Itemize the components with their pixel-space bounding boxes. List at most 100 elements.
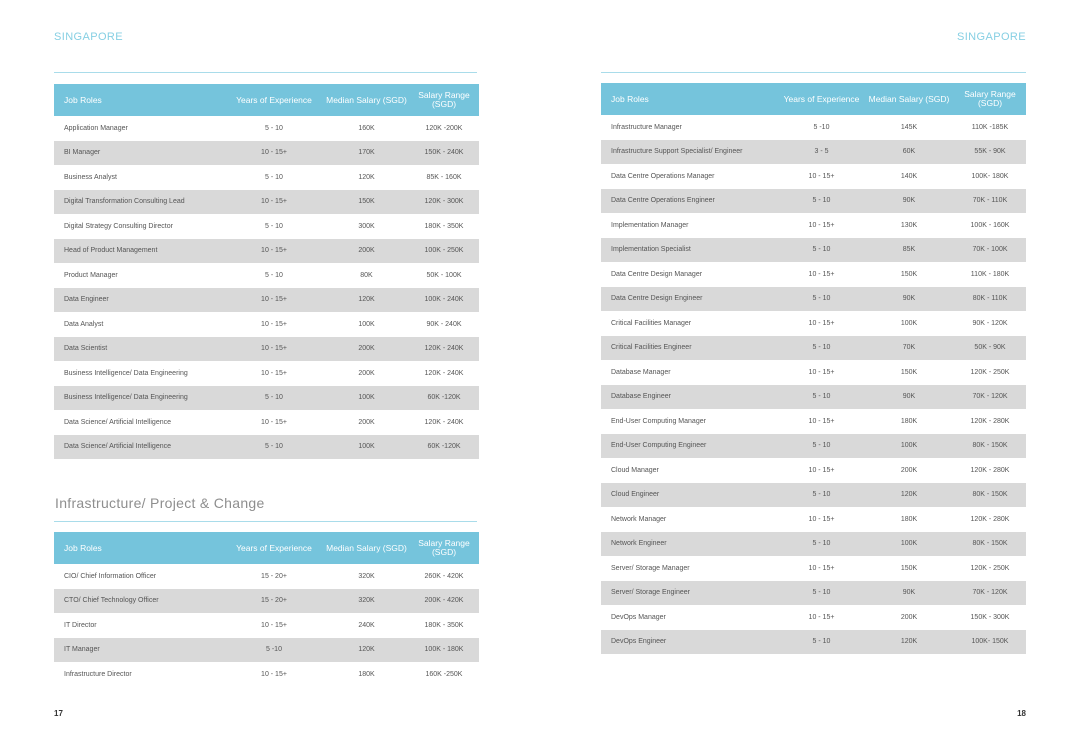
- job-role-cell: Database Engineer: [611, 393, 671, 401]
- job-role-cell: Data Centre Operations Engineer: [611, 197, 715, 205]
- col-header-median: Median Salary (SGD): [326, 542, 407, 553]
- job-role-cell: Server/ Storage Engineer: [611, 589, 690, 597]
- median-salary-cell: 140K: [900, 172, 918, 180]
- job-role-cell: Cloud Engineer: [611, 491, 660, 499]
- it-roles-table: Job Roles Years of Experience Median Sal…: [54, 84, 479, 459]
- salary-range-cell: 150K - 300K: [970, 613, 1010, 621]
- table-row: Business Analyst 5 - 10 120K 85K - 160K: [54, 165, 479, 190]
- salary-range-cell: 100K - 160K: [970, 221, 1010, 229]
- job-role-cell: Product Manager: [64, 271, 118, 279]
- salary-range-cell: 160K -250K: [425, 670, 463, 678]
- median-salary-cell: 160K: [358, 124, 375, 132]
- table-row: Critical Facilities Manager 10 - 15+ 100K 9…: [601, 311, 1026, 336]
- median-salary-cell: 300K: [358, 222, 375, 230]
- salary-range-cell: 180K - 350K: [424, 222, 464, 230]
- salary-range-cell: 120K -200K: [425, 124, 463, 132]
- years-cell: 10 - 15+: [808, 564, 835, 572]
- salary-range-cell: 120K - 250K: [970, 368, 1010, 376]
- median-salary-cell: 145K: [900, 123, 918, 131]
- table-row: Data Centre Operations Manager 10 - 15+ 14…: [601, 164, 1026, 189]
- table-row: End-User Computing Manager 10 - 15+ 180K 12…: [601, 409, 1026, 434]
- median-salary-cell: 100K: [358, 394, 375, 402]
- table-row: Data Analyst 10 - 15+ 100K 90K - 240K: [54, 312, 479, 337]
- table-header: Job Roles Years of Experience Median Sal…: [54, 532, 479, 564]
- job-role-cell: IT Director: [64, 621, 97, 629]
- salary-range-cell: 200K - 420K: [424, 597, 464, 605]
- years-cell: 5 - 10: [265, 173, 283, 181]
- job-role-cell: CIO/ Chief Information Officer: [64, 572, 157, 580]
- job-role-cell: Infrastructure Support Specialist/ Engin…: [611, 148, 743, 156]
- col-header-years: Years of Experience: [783, 93, 860, 104]
- job-role-cell: Data Science/ Artificial Intelligence: [64, 443, 171, 451]
- table-row: CTO/ Chief Technology Officer 15 - 20+ 320…: [54, 588, 479, 613]
- salary-range-cell: 100K - 180K: [424, 646, 464, 654]
- salary-range-cell: 90K - 240K: [426, 320, 462, 328]
- table-row: Database Manager 10 - 15+ 150K 120K - 250K: [601, 360, 1026, 385]
- page-number: 17: [54, 709, 63, 718]
- salary-range-cell: 260K - 420K: [424, 572, 464, 580]
- salary-range-cell: 120K - 240K: [424, 345, 464, 353]
- median-salary-cell: 200K: [358, 418, 375, 426]
- job-role-cell: Database Manager: [611, 368, 671, 376]
- years-cell: 10 - 15+: [261, 320, 287, 328]
- table-body: Infrastructure Manager 5 -10 145K 110K -185…: [601, 115, 1026, 654]
- table-row: Data Engineer 10 - 15+ 120K 100K - 240K: [54, 287, 479, 312]
- years-cell: 15 - 20+: [261, 572, 287, 580]
- median-salary-cell: 120K: [900, 491, 918, 499]
- median-salary-cell: 200K: [900, 466, 918, 474]
- salary-range-cell: 110K -185K: [971, 123, 1009, 131]
- salary-range-cell: 120K - 300K: [424, 198, 464, 206]
- table-row: Digital Transformation Consulting Lead 10…: [54, 189, 479, 214]
- job-role-cell: Network Engineer: [611, 540, 667, 548]
- table-row: CIO/ Chief Information Officer 15 - 20+ 32…: [54, 564, 479, 589]
- table-row: DevOps Manager 10 - 15+ 200K 150K - 300K: [601, 605, 1026, 630]
- table-row: Data Centre Design Manager 10 - 15+ 150K 11…: [601, 262, 1026, 287]
- years-cell: 10 - 15+: [808, 417, 835, 425]
- years-cell: 5 - 10: [265, 394, 283, 402]
- table-header: Job Roles Years of Experience Median Sal…: [601, 83, 1026, 115]
- job-role-cell: Implementation Specialist: [611, 246, 691, 254]
- table-row: Digital Strategy Consulting Director 5 - …: [54, 214, 479, 239]
- salary-range-cell: 55K - 90K: [974, 148, 1006, 156]
- years-cell: 5 - 10: [812, 540, 831, 548]
- years-cell: 10 - 15+: [261, 247, 287, 255]
- salary-range-cell: 100K- 180K: [971, 172, 1009, 180]
- years-cell: 10 - 15+: [261, 369, 287, 377]
- years-cell: 10 - 15+: [808, 613, 835, 621]
- median-salary-cell: 100K: [358, 443, 375, 451]
- years-cell: 5 - 10: [812, 491, 831, 499]
- table-row: Network Manager 10 - 15+ 180K 120K - 280K: [601, 507, 1026, 532]
- median-salary-cell: 150K: [900, 368, 918, 376]
- years-cell: 5 - 10: [812, 638, 831, 646]
- years-cell: 5 - 10: [812, 442, 831, 450]
- job-role-cell: Critical Facilities Engineer: [611, 344, 692, 352]
- table-row: Network Engineer 5 - 10 100K 80K - 150K: [601, 531, 1026, 556]
- col-header-years: Years of Experience: [236, 542, 312, 553]
- median-salary-cell: 120K: [358, 296, 375, 304]
- infrastructure-table: Job Roles Years of Experience Median Sal…: [54, 532, 479, 687]
- median-salary-cell: 120K: [900, 638, 918, 646]
- job-role-cell: Data Centre Operations Manager: [611, 172, 715, 180]
- salary-range-cell: 70K - 100K: [972, 246, 1008, 254]
- median-salary-cell: 100K: [900, 442, 918, 450]
- salary-range-cell: 120K - 250K: [970, 564, 1010, 572]
- table-row: Implementation Manager 10 - 15+ 130K 100K -…: [601, 213, 1026, 238]
- page-18: SINGAPORE Job Roles Years of Experience …: [540, 0, 1080, 732]
- col-header-job-roles: Job Roles: [64, 542, 102, 553]
- table-row: DevOps Engineer 5 - 10 120K 100K- 150K: [601, 629, 1026, 654]
- years-cell: 5 - 10: [812, 344, 831, 352]
- median-salary-cell: 200K: [358, 369, 375, 377]
- job-role-cell: IT Manager: [64, 646, 100, 654]
- col-header-median: Median Salary (SGD): [326, 94, 407, 105]
- median-salary-cell: 120K: [358, 646, 375, 654]
- years-cell: 10 - 15+: [808, 319, 835, 327]
- median-salary-cell: 120K: [358, 173, 375, 181]
- salary-range-cell: 120K - 240K: [424, 418, 464, 426]
- salary-range-cell: 120K - 280K: [970, 515, 1010, 523]
- country-header: SINGAPORE: [956, 31, 1026, 43]
- salary-range-cell: 60K -120K: [427, 394, 461, 402]
- job-role-cell: Business Intelligence/ Data Engineering: [64, 394, 188, 402]
- salary-range-cell: 80K - 150K: [972, 540, 1008, 548]
- salary-range-cell: 100K - 250K: [424, 247, 464, 255]
- median-salary-cell: 90K: [902, 393, 916, 401]
